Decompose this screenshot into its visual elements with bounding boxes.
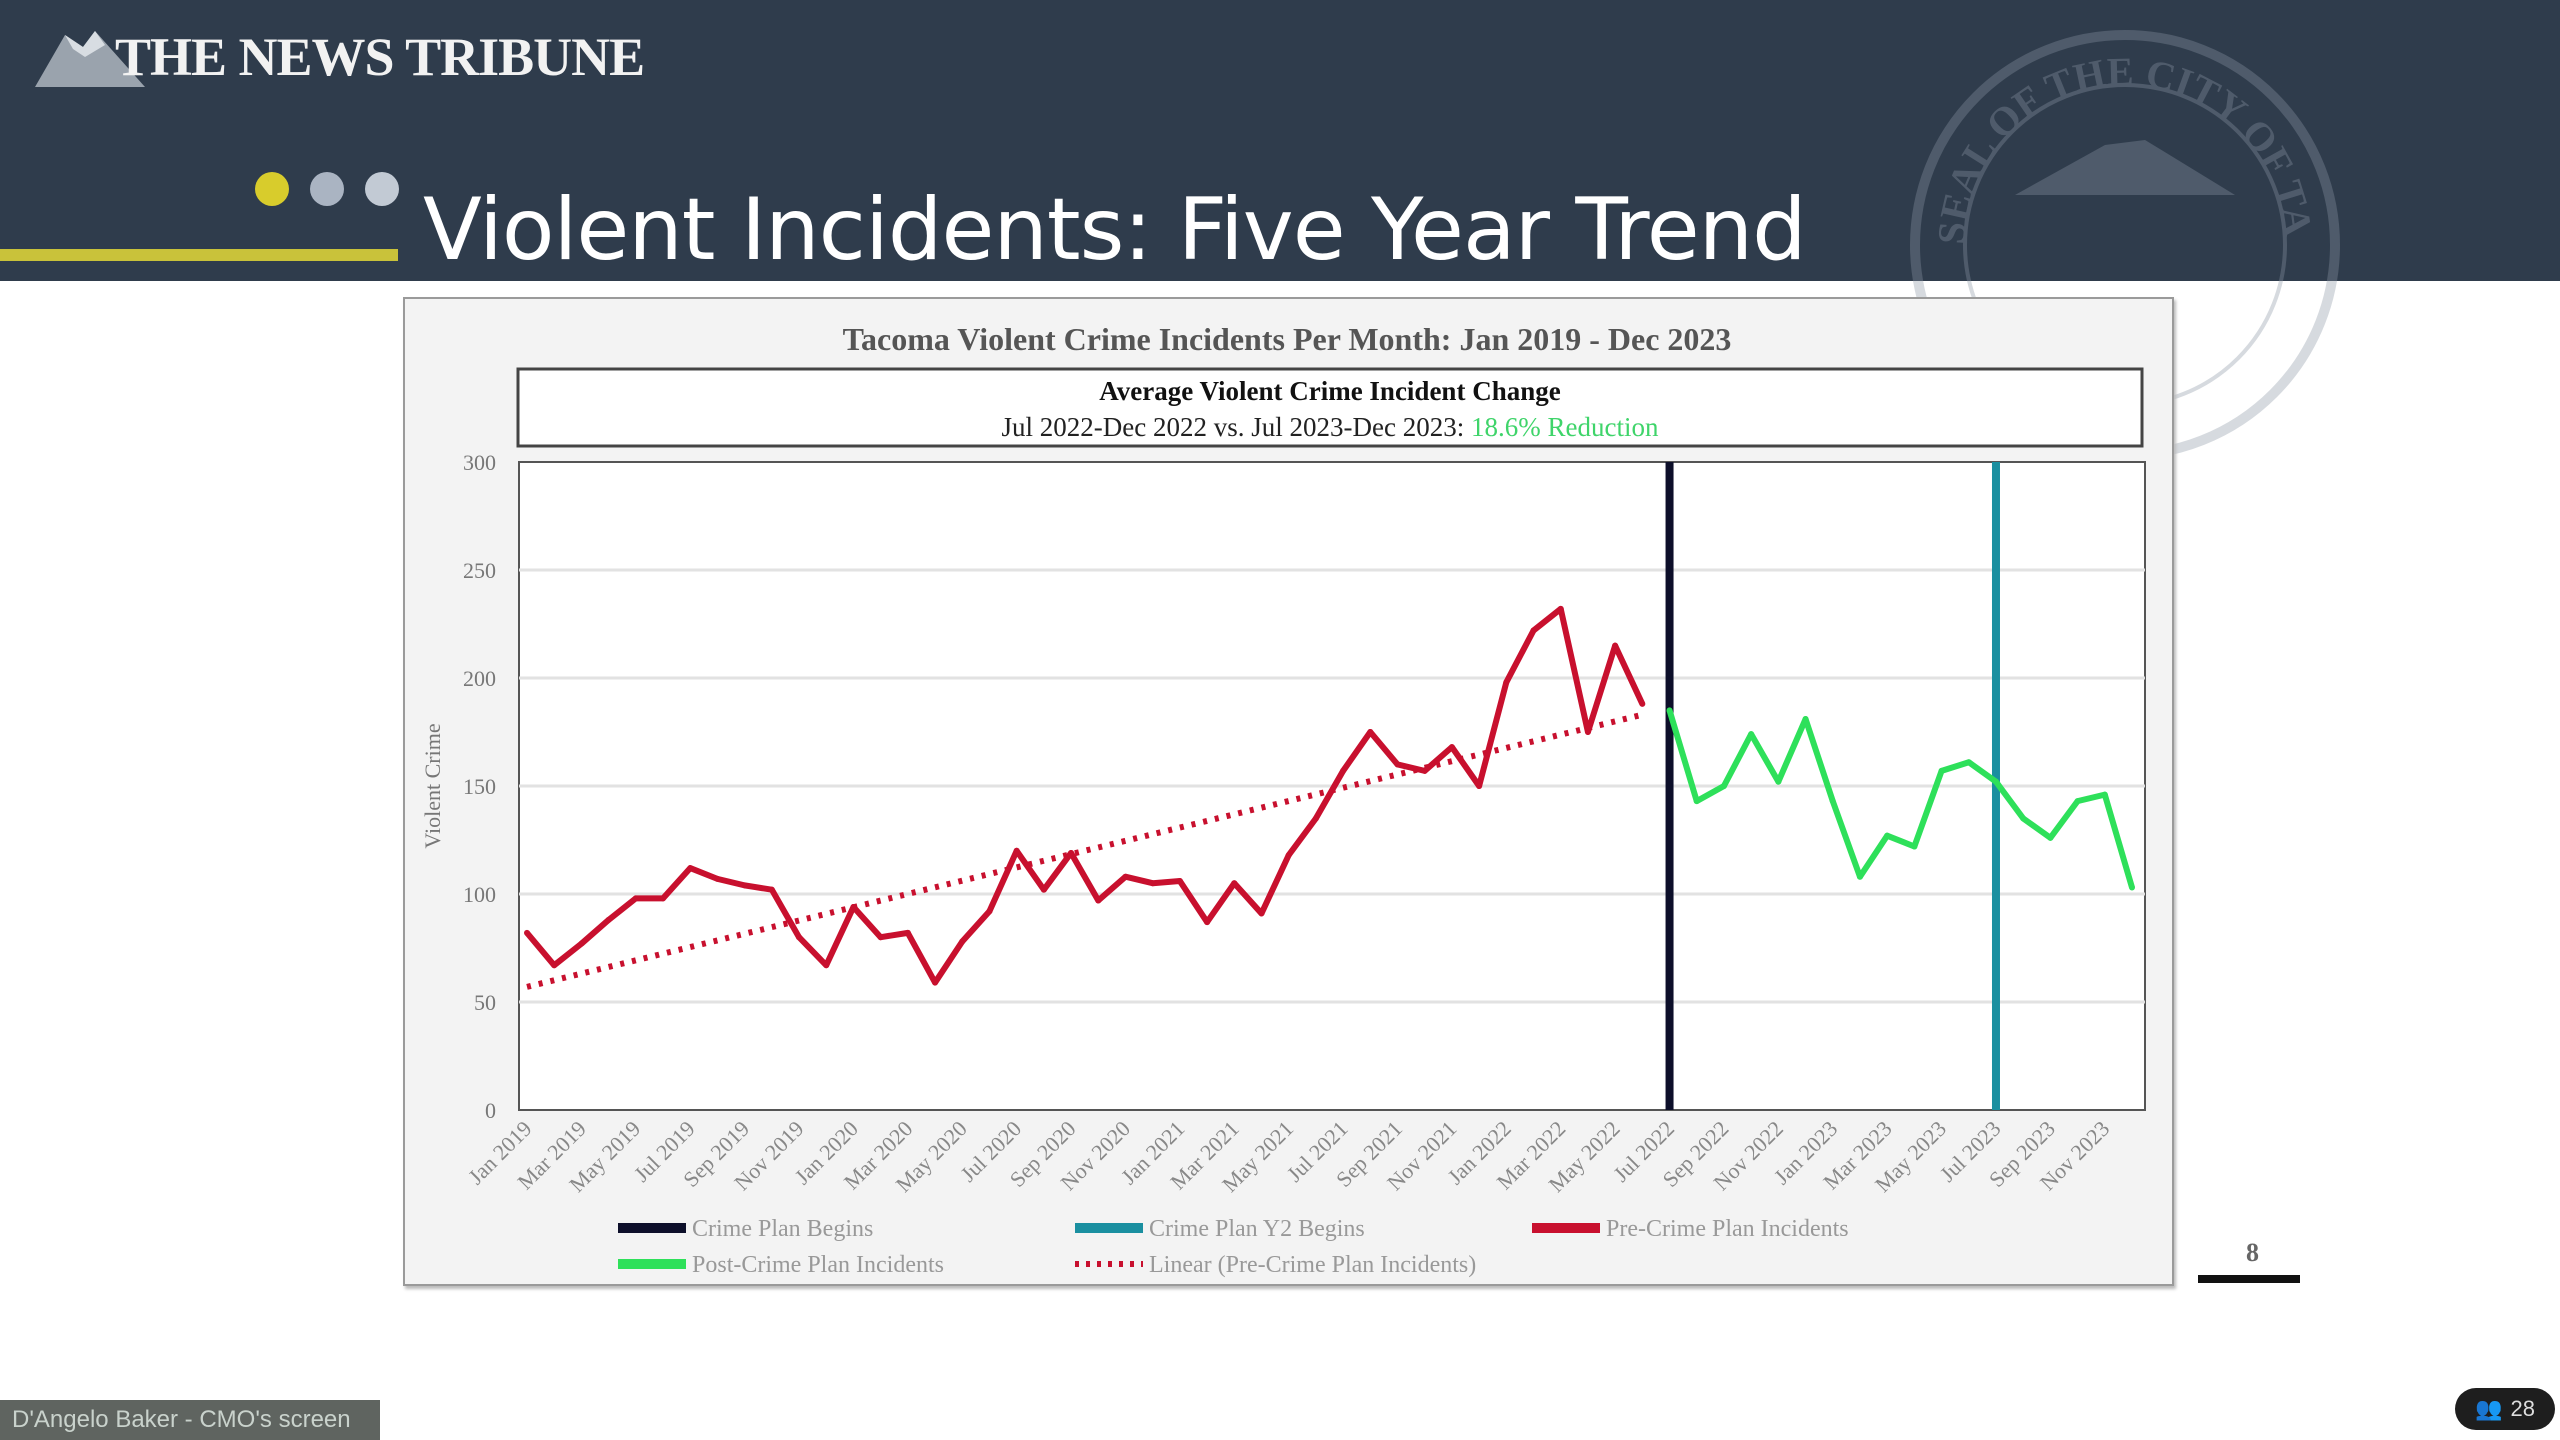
data-point xyxy=(1693,798,1700,805)
data-point xyxy=(2129,884,2135,891)
data-point xyxy=(1258,910,1265,917)
legend-label: Linear (Pre-Crime Plan Incidents) xyxy=(1149,1252,1476,1278)
y-tick-label: 100 xyxy=(463,882,496,907)
data-point xyxy=(687,865,694,872)
y-tick-label: 0 xyxy=(485,1098,496,1123)
data-point xyxy=(1612,642,1619,649)
presenter-screen-label: D'Angelo Baker - CMO's screen xyxy=(0,1400,380,1440)
data-point xyxy=(660,895,667,902)
y-tick-label: 200 xyxy=(463,666,496,691)
annotation-reduction: 18.6% Reduction xyxy=(1471,412,1659,442)
data-point xyxy=(1285,852,1292,859)
y-axis-label: Violent Crime xyxy=(420,723,445,848)
data-point xyxy=(1748,731,1755,738)
annotation-box xyxy=(516,367,2144,448)
data-point xyxy=(1231,880,1238,887)
mountain-logo-icon xyxy=(35,31,145,87)
data-point xyxy=(1176,878,1183,885)
data-point xyxy=(1149,880,1156,887)
data-point xyxy=(1557,605,1564,612)
news-tribune-logo: THE NEWS TRIBUNE xyxy=(35,22,645,92)
data-point xyxy=(1095,897,1102,904)
data-point xyxy=(1367,729,1374,735)
legend-label: Pre-Crime Plan Incidents xyxy=(1606,1216,1849,1242)
data-point xyxy=(932,979,939,986)
data-point xyxy=(1802,716,1809,723)
data-point xyxy=(877,934,884,941)
people-icon: 👥 xyxy=(2475,1396,2503,1421)
data-point xyxy=(741,882,748,889)
participant-count: 28 xyxy=(2510,1396,2535,1421)
data-point xyxy=(2101,791,2108,798)
participants-button[interactable]: 👥 28 xyxy=(2455,1388,2555,1430)
data-point xyxy=(1992,778,1999,785)
data-point xyxy=(551,962,558,969)
legend-label: Crime Plan Y2 Begins xyxy=(1149,1216,1365,1242)
data-point xyxy=(1775,778,1782,785)
data-point xyxy=(1013,847,1020,854)
annotation-text: Jul 2022-Dec 2022 vs. Jul 2023-Dec 2023:… xyxy=(1002,412,1659,442)
annotation-heading: Average Violent Crime Incident Change xyxy=(1099,376,1560,406)
data-point xyxy=(524,929,530,936)
slide-dot xyxy=(365,172,399,206)
data-point xyxy=(1911,843,1918,850)
data-point xyxy=(796,934,803,941)
slide-dot xyxy=(310,172,344,206)
slide-dot-active xyxy=(255,172,289,206)
data-point xyxy=(904,929,911,936)
data-point xyxy=(1476,783,1483,789)
data-point xyxy=(1340,767,1347,774)
data-point xyxy=(1394,761,1401,768)
y-tick-label: 250 xyxy=(463,558,496,583)
data-point xyxy=(1068,849,1075,856)
data-point xyxy=(986,908,993,915)
data-point xyxy=(2074,798,2081,805)
data-point xyxy=(1503,679,1510,686)
data-point xyxy=(1312,815,1319,822)
data-point xyxy=(1938,767,1945,774)
data-point xyxy=(1666,707,1673,714)
data-point xyxy=(1829,798,1836,805)
data-point xyxy=(1965,759,1972,766)
data-point xyxy=(1720,783,1727,789)
data-point xyxy=(823,962,830,969)
legend-label: Post-Crime Plan Incidents xyxy=(692,1252,944,1278)
series-line-pre-crime-plan-incidents xyxy=(524,605,1646,986)
data-point xyxy=(1040,886,1047,893)
accent-bar xyxy=(0,249,398,261)
data-point xyxy=(1448,744,1455,751)
data-point xyxy=(1122,873,1129,880)
y-tick-label: 150 xyxy=(463,774,496,799)
chart-title: Tacoma Violent Crime Incidents Per Month… xyxy=(843,321,1732,357)
data-point xyxy=(1856,873,1863,880)
legend-label: Crime Plan Begins xyxy=(692,1216,873,1242)
data-point xyxy=(714,875,721,882)
data-point xyxy=(578,940,585,947)
y-tick-label: 300 xyxy=(463,450,496,475)
data-point xyxy=(1204,919,1211,926)
series-line-post-crime-plan-incidents xyxy=(1666,709,2135,889)
data-point xyxy=(1639,700,1646,707)
y-tick-label: 50 xyxy=(474,990,496,1015)
annotation-comparison: Jul 2022-Dec 2022 vs. Jul 2023-Dec 2023: xyxy=(1002,412,1471,442)
data-point xyxy=(959,938,966,945)
data-point xyxy=(632,895,639,902)
data-point xyxy=(2020,815,2027,822)
page-number-underline xyxy=(2198,1275,2300,1283)
data-point xyxy=(1530,627,1537,634)
logo-text: THE NEWS TRIBUNE xyxy=(115,27,645,87)
data-point xyxy=(605,916,612,923)
slide-title: Violent Incidents: Five Year Trend xyxy=(423,180,1807,280)
page-number: 8 xyxy=(2246,1238,2259,1267)
data-point xyxy=(1884,832,1891,839)
data-point xyxy=(2047,834,2054,841)
data-point xyxy=(768,886,775,893)
